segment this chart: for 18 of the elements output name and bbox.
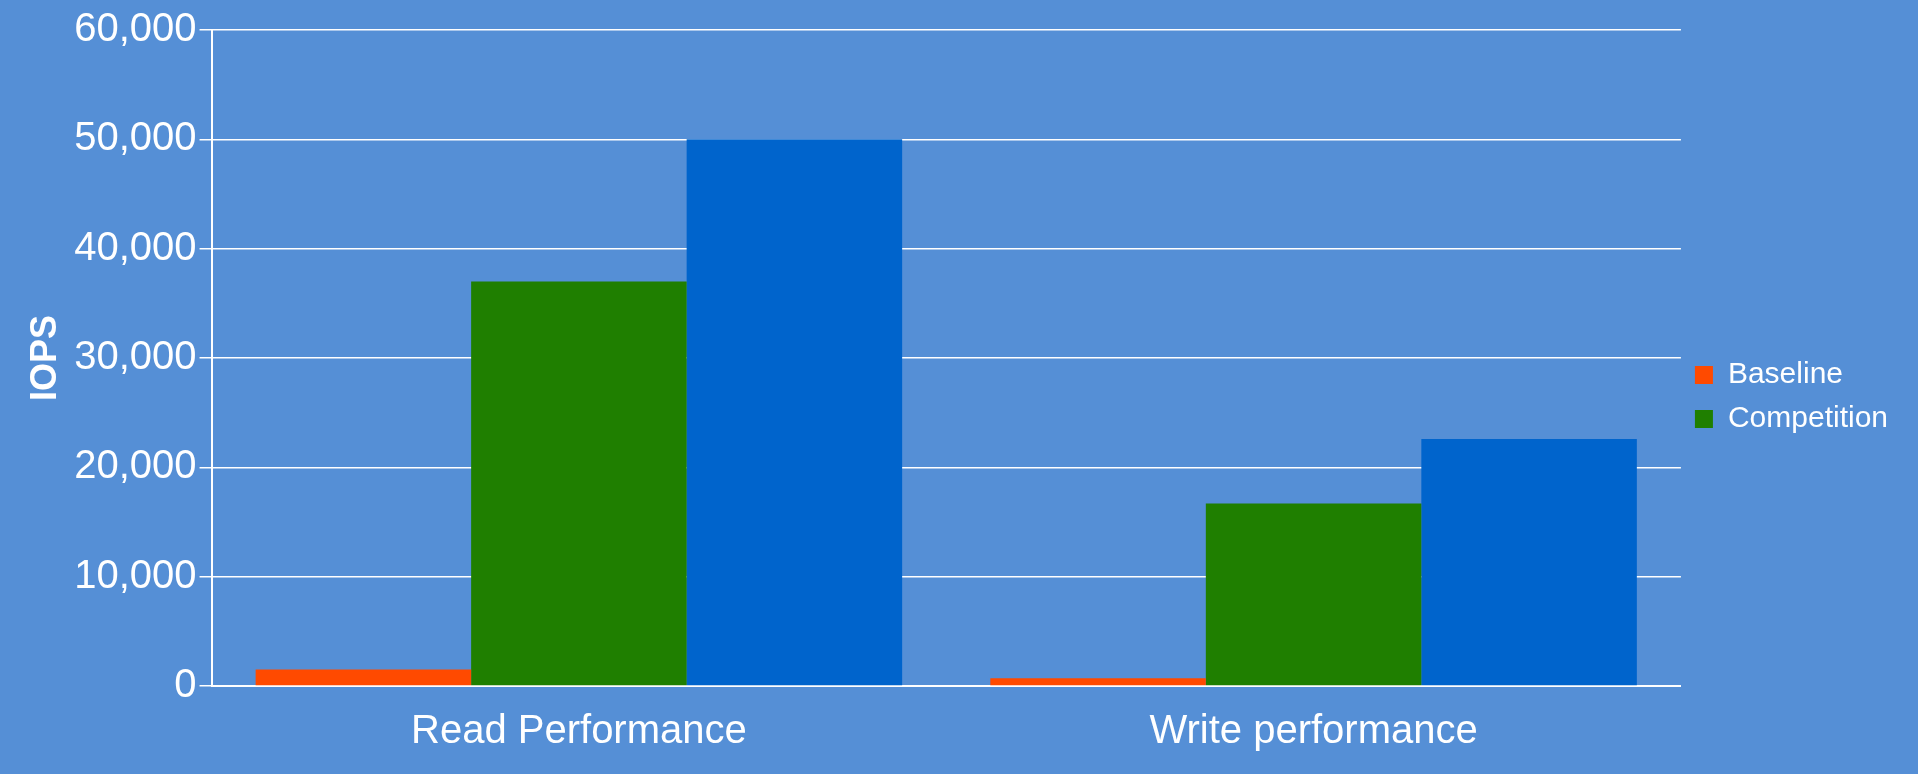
- y-tick-label: 60,000: [74, 5, 197, 50]
- y-tick-label: 30,000: [74, 333, 197, 378]
- bar: [686, 139, 903, 686]
- bar: [1421, 438, 1637, 686]
- y-tick-label: 0: [174, 661, 197, 706]
- y-tick-label: 20,000: [74, 442, 197, 487]
- bar: [255, 669, 472, 686]
- bar: [1205, 503, 1422, 686]
- legend-label: Competition: [1727, 400, 1888, 434]
- bar: [990, 678, 1206, 686]
- legend-label: Baseline: [1727, 356, 1843, 390]
- y-axis-title: IOPS: [22, 314, 64, 402]
- y-tick-label: 40,000: [74, 223, 197, 268]
- y-tick-label: 10,000: [74, 551, 197, 596]
- x-tick-label: Read Performance: [411, 707, 747, 752]
- x-tick-label: Write performance: [1149, 707, 1478, 752]
- y-tick-label: 50,000: [74, 114, 197, 159]
- bar: [471, 281, 687, 686]
